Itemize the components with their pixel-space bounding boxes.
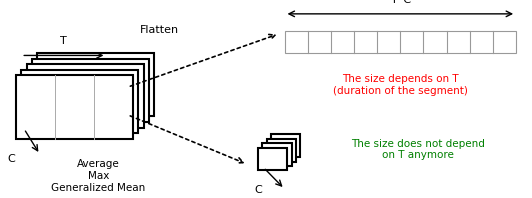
Bar: [271, 134, 300, 157]
Bar: [262, 143, 292, 166]
Text: Average
Max
Generalized Mean: Average Max Generalized Mean: [51, 159, 146, 193]
Bar: [21, 70, 138, 133]
Text: The size does not depend
on T anymore: The size does not depend on T anymore: [351, 139, 485, 160]
Bar: [267, 139, 296, 162]
Text: C: C: [254, 185, 262, 195]
Text: T*C: T*C: [390, 0, 411, 5]
Bar: [285, 31, 516, 53]
Text: The size depends on T
(duration of the segment): The size depends on T (duration of the s…: [333, 74, 468, 96]
Text: T: T: [61, 35, 67, 46]
Bar: [16, 75, 133, 139]
Bar: [32, 59, 149, 122]
Text: C: C: [8, 154, 15, 164]
Bar: [258, 148, 287, 170]
Bar: [37, 53, 154, 116]
Text: Flatten: Flatten: [140, 25, 179, 35]
Bar: [27, 64, 144, 128]
